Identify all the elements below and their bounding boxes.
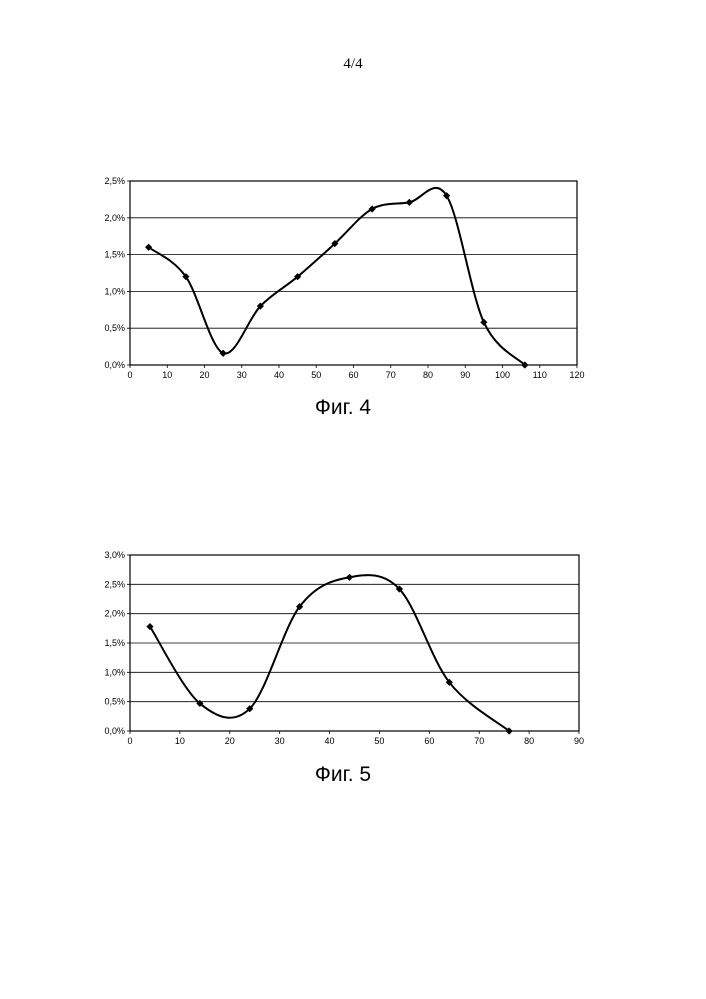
fig-4-x-tick-label: 30 <box>237 370 247 380</box>
fig-5-x-tick-label: 10 <box>175 736 185 746</box>
fig-4-x-tick-label: 100 <box>495 370 510 380</box>
fig-4-x-tick-label: 40 <box>274 370 284 380</box>
fig-4-y-tick-label: 0,5% <box>104 323 125 333</box>
fig-5-x-tick-label: 30 <box>275 736 285 746</box>
fig-5-y-tick-label: 2,0% <box>104 609 125 619</box>
fig-4-x-tick-label: 120 <box>569 370 584 380</box>
fig-5-data-point <box>346 574 353 581</box>
fig-4-y-tick-label: 1,0% <box>104 286 125 296</box>
fig-5-y-tick-label: 3,0% <box>104 550 125 560</box>
fig-5-y-tick-label: 1,5% <box>104 638 125 648</box>
fig-5-y-tick-label: 1,0% <box>104 667 125 677</box>
fig-4-x-tick-label: 10 <box>162 370 172 380</box>
fig-4-x-tick-label: 80 <box>423 370 433 380</box>
fig-5-y-tick-label: 2,5% <box>104 579 125 589</box>
fig-5-x-tick-label: 40 <box>325 736 335 746</box>
fig-4-x-tick-label: 90 <box>460 370 470 380</box>
fig-4-x-tick-label: 70 <box>386 370 396 380</box>
fig-4-data-point <box>480 319 487 326</box>
fig-5-series-line <box>150 575 509 731</box>
chart-fig-4: 0,0% 0,5% 1,0% 1,5% 2,0% 2,5% 0 10 20 30 40 50 60 70 8… <box>0 165 706 390</box>
fig-4-x-tick-label: 110 <box>533 370 547 380</box>
chart-fig-5: 0,0% 0,5% 1,0% 1,5% 2,0% 2,5% 3,0% 0 10 20 30 40 50 6… <box>0 540 706 755</box>
fig-5-x-tick-label: 70 <box>474 736 484 746</box>
fig-5-x-tick-label: 0 <box>127 736 132 746</box>
fig-4-data-point <box>406 199 413 206</box>
fig-4-x-tick-label: 50 <box>311 370 321 380</box>
fig-5-x-tick-label: 90 <box>574 736 584 746</box>
fig-4-x-tick-label: 0 <box>127 370 132 380</box>
fig-5-x-tick-label: 50 <box>374 736 384 746</box>
fig-4-x-tick-label: 20 <box>199 370 209 380</box>
page-number: 4/4 <box>0 56 706 73</box>
fig-4-y-tick-label: 0,0% <box>104 360 125 370</box>
fig-4-plot-frame <box>130 181 577 365</box>
chart-fig-4-caption: Фиг. 4 <box>0 396 696 420</box>
fig-5-x-tick-label: 80 <box>524 736 534 746</box>
fig-5-x-tick-label: 20 <box>225 736 235 746</box>
fig-4-y-tick-label: 1,5% <box>104 250 125 260</box>
fig-4-y-tick-label: 2,5% <box>104 176 125 186</box>
fig-5-y-tick-label: 0,0% <box>104 726 125 736</box>
fig-4-series-line <box>149 188 525 365</box>
chart-fig-5-caption: Фиг. 5 <box>0 763 696 787</box>
fig-4-y-tick-label: 2,0% <box>104 213 125 223</box>
fig-5-y-tick-label: 0,5% <box>104 697 125 707</box>
fig-5-x-tick-label: 60 <box>424 736 434 746</box>
fig-4-x-tick-label: 60 <box>348 370 358 380</box>
